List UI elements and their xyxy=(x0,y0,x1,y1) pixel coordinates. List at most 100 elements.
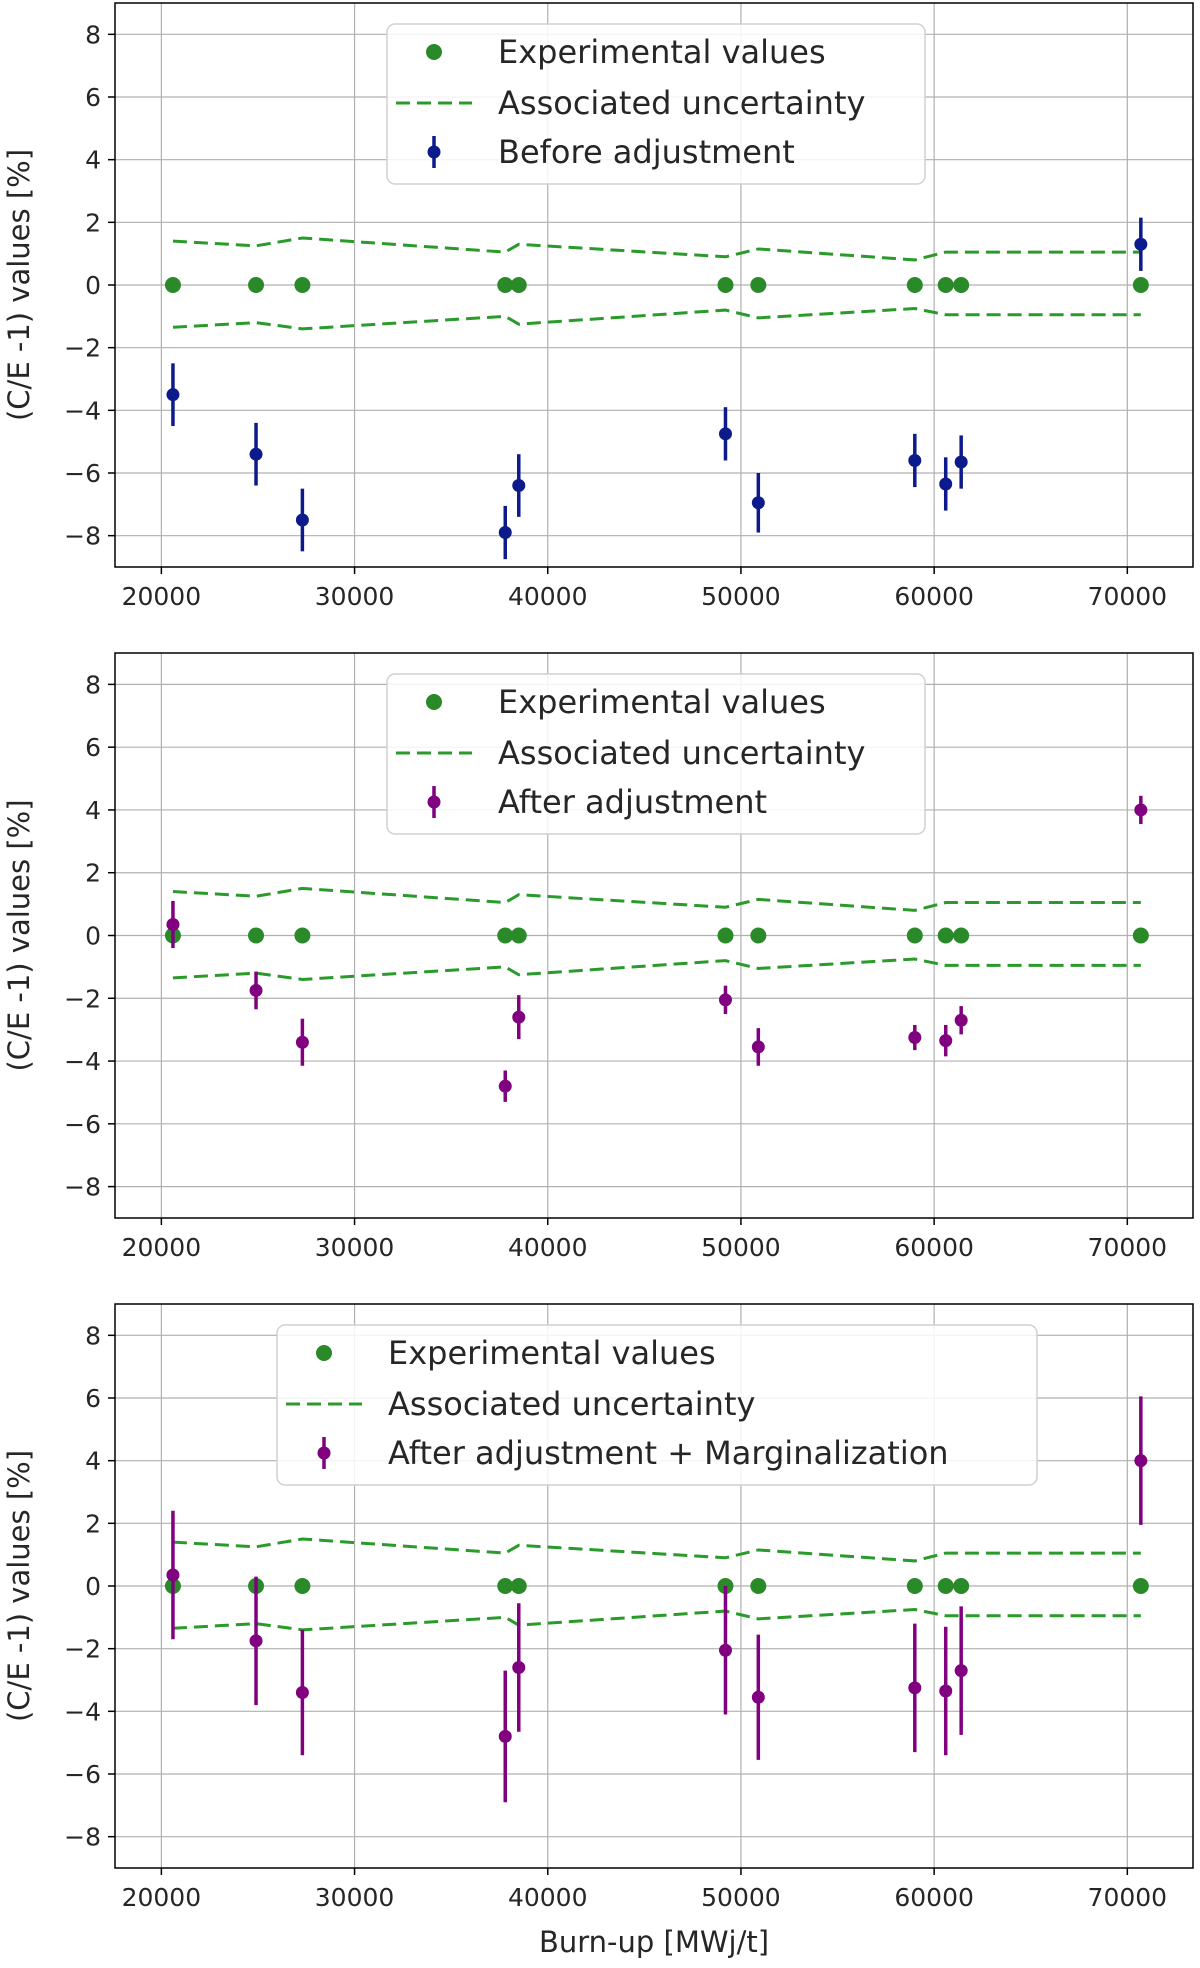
data-point xyxy=(295,513,309,527)
y-axis-label: (C/E -1) values [%] xyxy=(2,799,36,1071)
experimental-point xyxy=(937,1578,954,1594)
y-tick-label: −4 xyxy=(64,1047,101,1076)
experimental-point xyxy=(248,277,265,293)
legend-box xyxy=(276,1324,1038,1486)
y-tick-label: 4 xyxy=(85,1447,101,1476)
data-point xyxy=(908,1031,922,1045)
data-point xyxy=(166,1568,180,1582)
y-tick-label: 8 xyxy=(85,1321,101,1350)
x-tick-label: 40000 xyxy=(508,1233,588,1262)
data-point xyxy=(718,427,732,441)
y-tick-label: 8 xyxy=(85,20,101,49)
data-point xyxy=(939,1034,953,1048)
data-point xyxy=(939,1684,953,1698)
data-point xyxy=(954,1013,968,1027)
data-point xyxy=(751,1040,765,1054)
experimental-point xyxy=(1132,1578,1149,1594)
x-tick-label: 70000 xyxy=(1088,1883,1168,1912)
y-tick-label: 4 xyxy=(85,146,101,175)
y-tick-label: 8 xyxy=(85,670,101,699)
uncertainty-lower-line xyxy=(172,957,1141,981)
y-tick-label: 4 xyxy=(85,796,101,825)
x-tick-label: 30000 xyxy=(315,1233,395,1262)
x-tick-label: 50000 xyxy=(701,582,781,611)
y-tick-label: −8 xyxy=(64,1823,101,1852)
experimental-point xyxy=(248,927,265,944)
experimental-point xyxy=(906,277,923,293)
experimental-point xyxy=(717,277,734,293)
data-point xyxy=(498,1729,512,1743)
y-axis-label: (C/E -1) values [%] xyxy=(2,149,36,421)
x-tick-label: 60000 xyxy=(894,1233,974,1262)
experimental-point xyxy=(953,1578,970,1594)
data-point xyxy=(751,496,765,510)
y-tick-label: −8 xyxy=(64,522,101,551)
chart-panel-after-marginalization: 20000 30000 40000 50000 60000 70000 −8 −6 −4 −2 0 2… xyxy=(2,1303,1194,1959)
y-tick-label: 0 xyxy=(85,271,101,300)
uncertainty-lower-line xyxy=(172,306,1141,331)
data-point xyxy=(249,983,263,997)
legend-label: Associated uncertainty xyxy=(388,1385,755,1423)
x-tick-label: 20000 xyxy=(122,582,202,611)
data-point xyxy=(512,1660,526,1674)
x-tick-label: 70000 xyxy=(1088,1233,1168,1262)
experimental-point xyxy=(164,277,181,293)
legend-label: After adjustment xyxy=(498,783,767,821)
data-point xyxy=(954,455,968,469)
experimental-point xyxy=(750,927,767,944)
y-tick-label: 0 xyxy=(85,1572,101,1601)
data-point xyxy=(498,526,512,540)
legend: Experimental values Associated uncertaint… xyxy=(276,1324,1038,1486)
y-tick-label: −4 xyxy=(64,1697,101,1726)
x-tick-label: 40000 xyxy=(508,1883,588,1912)
data-point xyxy=(166,388,180,402)
x-tick-label: 20000 xyxy=(122,1883,202,1912)
x-tick-label: 20000 xyxy=(122,1233,202,1262)
legend-series-marker xyxy=(427,795,441,809)
data-point xyxy=(512,1010,526,1024)
uncertainty-upper-line xyxy=(172,886,1141,912)
experimental-point xyxy=(937,277,954,293)
experimental-point xyxy=(497,927,514,944)
chart-panel-before-adjustment: 20000 30000 40000 50000 60000 70000 −8 −6 −4 −2 0 2… xyxy=(2,2,1194,611)
experimental-point xyxy=(294,1578,311,1594)
legend-experimental-marker xyxy=(426,44,442,60)
legend-label: Associated uncertainty xyxy=(498,84,865,122)
y-tick-label: −6 xyxy=(64,459,101,488)
y-tick-label: 2 xyxy=(85,859,101,888)
data-point xyxy=(908,453,922,467)
legend-series-marker xyxy=(427,145,441,159)
x-tick-label: 30000 xyxy=(315,1883,395,1912)
legend-experimental-marker xyxy=(426,694,442,710)
y-tick-label: −2 xyxy=(64,1635,101,1664)
y-tick-label: 6 xyxy=(85,1384,101,1413)
experimental-point xyxy=(1132,277,1149,293)
data-point xyxy=(1134,1454,1148,1468)
y-tick-label: −4 xyxy=(64,396,101,425)
uncertainty-lower-line xyxy=(172,1607,1141,1632)
legend-label: Before adjustment xyxy=(498,133,795,171)
data-point xyxy=(166,918,180,932)
experimental-point xyxy=(510,1578,527,1594)
experimental-point xyxy=(906,1578,923,1594)
legend-label: Experimental values xyxy=(498,683,826,721)
data-point xyxy=(908,1681,922,1695)
legend-label: Experimental values xyxy=(388,1334,716,1372)
y-tick-label: −6 xyxy=(64,1760,101,1789)
y-tick-label: −2 xyxy=(64,334,101,363)
data-point xyxy=(249,1634,263,1648)
legend: Experimental values Associated uncertaint… xyxy=(386,23,926,185)
experimental-point xyxy=(953,927,970,944)
data-point xyxy=(249,447,263,461)
legend-experimental-marker xyxy=(316,1345,332,1361)
data-point xyxy=(954,1664,968,1678)
experimental-point xyxy=(1132,927,1149,944)
data-point xyxy=(939,477,953,491)
experimental-point xyxy=(294,277,311,293)
y-tick-label: 6 xyxy=(85,83,101,112)
experimental-point xyxy=(497,1578,514,1594)
chart-panel-after-adjustment: 20000 30000 40000 50000 60000 70000 −8 −6 −4 −2 0 2… xyxy=(2,652,1194,1262)
legend-label: Experimental values xyxy=(498,33,826,71)
experimental-point xyxy=(717,927,734,944)
